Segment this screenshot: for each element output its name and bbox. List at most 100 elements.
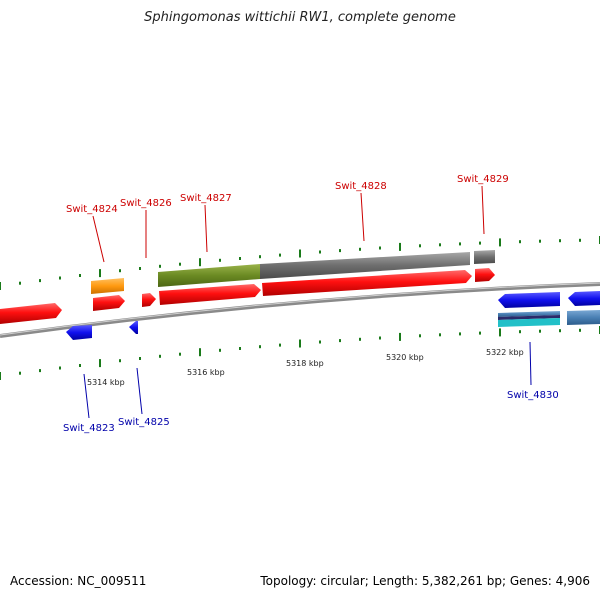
gene-swit-4829-arrow[interactable]	[475, 268, 495, 282]
tick-label-5318: 5318 kbp	[286, 359, 324, 368]
gc-outer-tick	[179, 262, 181, 266]
gc-outer-tick	[519, 240, 521, 244]
gc-inner-tick	[379, 336, 381, 340]
gene-swit-4830-cog-bar-cyan[interactable]	[498, 318, 560, 327]
gene-swit-4824-arrow[interactable]	[93, 295, 125, 311]
bottom-label-connectors	[83, 341, 532, 419]
gc-inner-tick	[239, 347, 241, 350]
gc-inner-tick	[0, 372, 1, 380]
gc-inner-tick	[319, 340, 321, 344]
gene-swit-4826-arrow[interactable]	[142, 293, 156, 307]
gc-inner-tick	[259, 345, 261, 349]
gene-swit-4829-cog-bar[interactable]	[474, 250, 495, 264]
gc-outer-tick	[439, 243, 441, 247]
gene-forward-left[interactable]	[0, 303, 62, 324]
gc-outer-tick	[0, 282, 1, 290]
gc-outer-tick	[99, 269, 101, 278]
gc-inner-tick	[119, 359, 121, 363]
genome-backbone-highlight	[0, 282, 600, 336]
gene-swit-4828-arrow[interactable]	[262, 270, 472, 296]
gc-inner-tick	[459, 332, 461, 336]
gc-inner-tick	[339, 339, 341, 343]
gc-inner-tick	[519, 330, 521, 334]
gc-skew-outer-ring	[0, 236, 600, 290]
gc-outer-tick	[419, 244, 421, 248]
gc-inner-tick	[579, 328, 581, 332]
gc-outer-tick	[219, 258, 221, 262]
gene-label-swit-4825[interactable]: Swit_4825	[118, 417, 170, 428]
gc-inner-tick	[539, 329, 541, 333]
tick-label-5320: 5320 kbp	[386, 353, 424, 362]
gc-outer-tick	[199, 258, 201, 267]
gc-inner-tick	[439, 333, 441, 337]
gc-inner-tick	[199, 348, 201, 357]
gc-outer-tick	[539, 239, 541, 243]
gene-label-swit-4829[interactable]: Swit_4829	[457, 174, 509, 185]
gc-inner-tick	[99, 359, 101, 368]
gc-outer-tick	[279, 253, 281, 257]
gc-outer-tick	[119, 269, 121, 273]
tick-label-5314: 5314 kbp	[87, 378, 125, 387]
gc-inner-tick	[499, 328, 501, 337]
gc-inner-tick	[359, 337, 361, 341]
gene-swit-4830-arrow[interactable]	[498, 292, 560, 308]
gene-swit-4827-cog-bar[interactable]	[158, 264, 260, 287]
gene-swit-4825-arrow[interactable]	[129, 321, 138, 334]
gc-outer-tick	[39, 279, 41, 283]
gc-outer-tick	[479, 241, 481, 245]
gene-reverse-right-arrow[interactable]	[568, 291, 600, 306]
gene-reverse-right-cog-bar[interactable]	[567, 310, 600, 325]
gc-inner-tick	[559, 329, 561, 333]
gene-label-swit-4828[interactable]: Swit_4828	[335, 181, 387, 192]
gene-label-swit-4824[interactable]: Swit_4824	[66, 204, 118, 215]
gene-swit-4824-cog-bar[interactable]	[91, 278, 124, 294]
gc-skew-inner-ring	[0, 326, 600, 380]
gc-outer-tick	[399, 242, 401, 251]
gc-inner-tick	[79, 364, 81, 367]
gc-outer-tick	[299, 249, 301, 258]
gc-inner-tick	[59, 366, 61, 370]
gc-inner-tick	[299, 339, 301, 348]
gc-outer-tick	[339, 249, 341, 253]
gc-outer-tick	[239, 257, 241, 260]
tick-label-5316: 5316 kbp	[187, 368, 225, 377]
gc-inner-tick	[279, 343, 281, 347]
tick-label-5322: 5322 kbp	[486, 348, 524, 357]
gc-outer-tick	[499, 238, 501, 247]
gc-outer-tick	[379, 246, 381, 250]
gc-outer-tick	[19, 281, 21, 285]
gene-swit-4828-cog-bar[interactable]	[260, 252, 470, 279]
genome-backbone	[0, 282, 600, 338]
gene-label-swit-4830[interactable]: Swit_4830	[507, 390, 559, 401]
gc-outer-tick	[79, 274, 81, 277]
gc-outer-tick	[259, 255, 261, 259]
top-label-connectors	[92, 185, 485, 263]
gene-label-swit-4826[interactable]: Swit_4826	[120, 198, 172, 209]
gc-outer-tick	[559, 239, 561, 243]
gc-outer-tick	[459, 242, 461, 246]
gene-swit-4830-cog-bar-dark[interactable]	[498, 315, 560, 320]
gc-outer-tick	[359, 247, 361, 251]
gc-inner-tick	[419, 334, 421, 338]
gene-swit-4823-arrow[interactable]	[66, 325, 92, 340]
gc-inner-tick	[139, 357, 141, 360]
gc-inner-tick	[39, 369, 41, 373]
gc-outer-tick	[319, 250, 321, 254]
gene-swit-4827-arrow[interactable]	[159, 284, 261, 305]
gc-inner-tick	[19, 371, 21, 375]
gc-inner-tick	[179, 352, 181, 356]
gene-label-swit-4827[interactable]: Swit_4827	[180, 193, 232, 204]
genome-summary: Topology: circular; Length: 5,382,261 bp…	[260, 574, 590, 588]
gc-inner-tick	[219, 348, 221, 352]
gc-inner-tick	[399, 332, 401, 341]
accession-label: Accession: NC_009511	[10, 574, 147, 588]
gc-outer-tick	[159, 264, 161, 268]
gc-outer-tick	[59, 276, 61, 280]
gc-inner-tick	[159, 354, 161, 358]
gc-outer-tick	[139, 267, 141, 270]
gc-inner-tick	[479, 331, 481, 335]
gene-label-swit-4823[interactable]: Swit_4823	[63, 423, 115, 434]
map-title: Sphingomonas wittichii RW1, complete gen…	[144, 10, 456, 25]
gc-outer-tick	[579, 238, 581, 242]
